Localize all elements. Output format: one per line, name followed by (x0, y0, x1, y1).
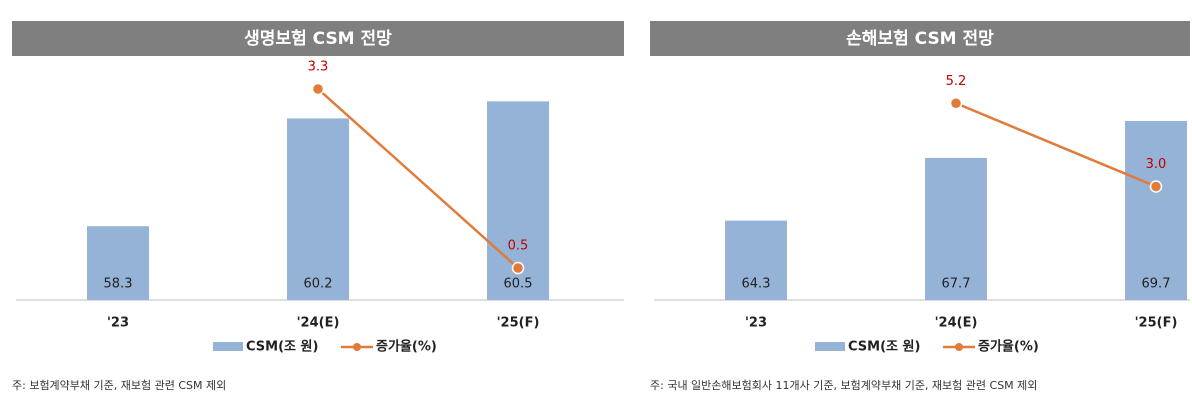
legend-swatch (353, 343, 361, 351)
line (955, 102, 1157, 188)
line-label: 3.0 (1146, 157, 1167, 172)
x-tick-label: '23 (745, 316, 767, 331)
line-label: 0.5 (508, 239, 529, 254)
note: 주: 국내 일반손해보험회사 11개사 기준, 보험계약부채 기준, 재보험 관… (650, 378, 1037, 392)
x-tick-label: '25(F) (497, 316, 540, 331)
bar-label: 64.3 (742, 277, 771, 292)
title-band (12, 21, 624, 56)
chart-title: 손해보험 CSM 전망 (846, 28, 994, 49)
legend-swatch (213, 342, 243, 351)
bar (925, 157, 987, 300)
line-label: 3.3 (308, 59, 329, 74)
legend-label: 증가율(%) (376, 339, 437, 355)
chart: 생명보험 CSM 전망 '23 '24(E) '25(F) 58.3 60.2 60.5 3.… (12, 21, 624, 392)
note: 주: 보험계약부채 기준, 재보험 관련 CSM 제외 (12, 378, 226, 392)
x-tick-label: '24(E) (935, 316, 978, 331)
bar (87, 226, 149, 300)
bar-label: 60.5 (504, 277, 533, 292)
bar (725, 220, 787, 300)
line-point (511, 261, 525, 275)
legend-swatch (815, 342, 845, 351)
chart: 손해보험 CSM 전망 '23 '24(E) '25(F) 64.3 67.7 69.7 5.… (650, 21, 1190, 392)
line-point (311, 82, 325, 96)
x-tick-label: '24(E) (297, 316, 340, 331)
bar-label: 69.7 (1142, 277, 1171, 292)
x-tick-label: '25(F) (1135, 316, 1178, 331)
bar (287, 118, 349, 301)
bar-label: 67.7 (942, 277, 971, 292)
chart-title: 생명보험 CSM 전망 (244, 28, 392, 49)
line (317, 88, 519, 269)
line-label: 5.2 (946, 74, 967, 89)
legend-label: CSM(조 원) (246, 340, 318, 355)
bar-label: 58.3 (104, 277, 133, 292)
x-tick-label: '23 (107, 316, 129, 331)
title-band (650, 21, 1190, 56)
legend-swatch (955, 343, 963, 351)
line-point (949, 97, 963, 110)
bar (1125, 120, 1187, 301)
legend-label: 증가율(%) (978, 339, 1039, 355)
line-point (1149, 180, 1163, 193)
bar-label: 60.2 (304, 277, 333, 292)
legend-label: CSM(조 원) (848, 340, 920, 355)
